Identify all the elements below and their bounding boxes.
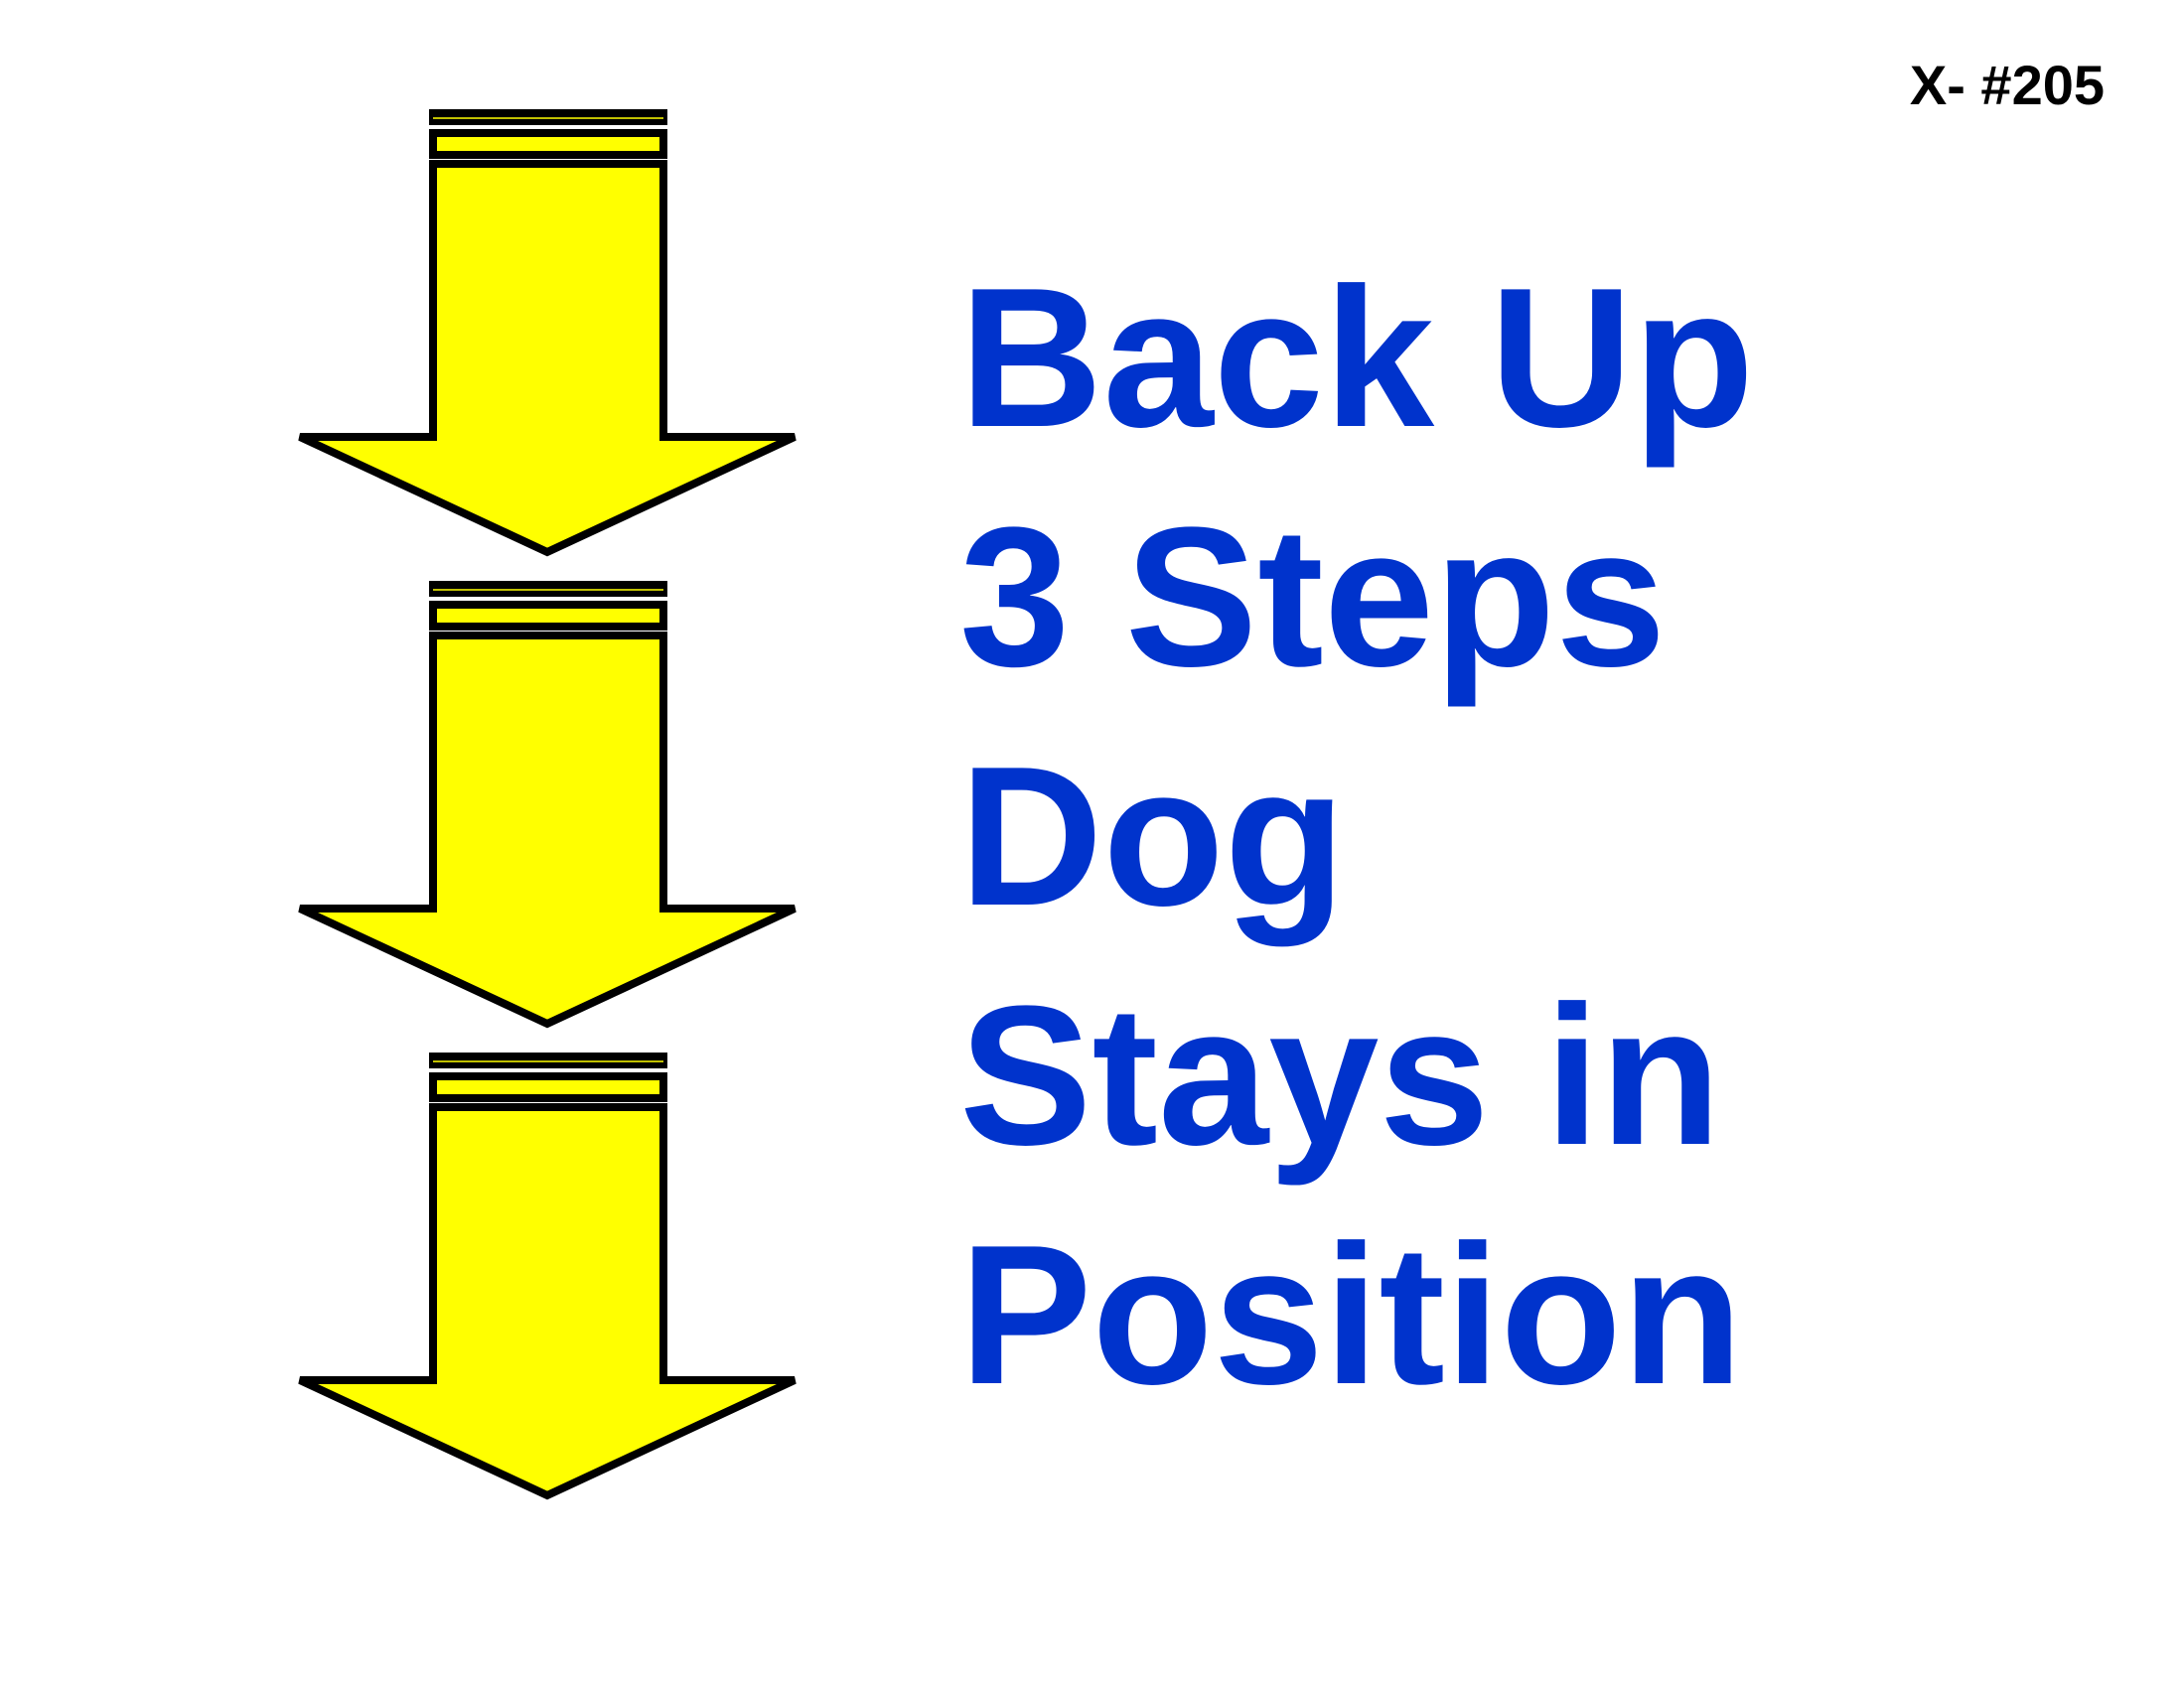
down-arrow-icon	[300, 581, 795, 1024]
instruction-line: Position	[959, 1204, 1743, 1426]
arrow-group	[0, 0, 894, 1687]
instruction-line: Back Up	[959, 247, 1755, 469]
instruction-line: Dog	[959, 726, 1346, 947]
down-arrow-icon	[300, 109, 795, 552]
instruction-line: 3 Steps	[959, 487, 1667, 708]
down-arrow-icon	[300, 1053, 795, 1495]
instruction-line: Stays in	[959, 965, 1721, 1187]
instruction-text: Back Up 3 Steps Dog Stays in Position	[959, 238, 2102, 1435]
sign-number: X- #205	[1909, 54, 2105, 116]
